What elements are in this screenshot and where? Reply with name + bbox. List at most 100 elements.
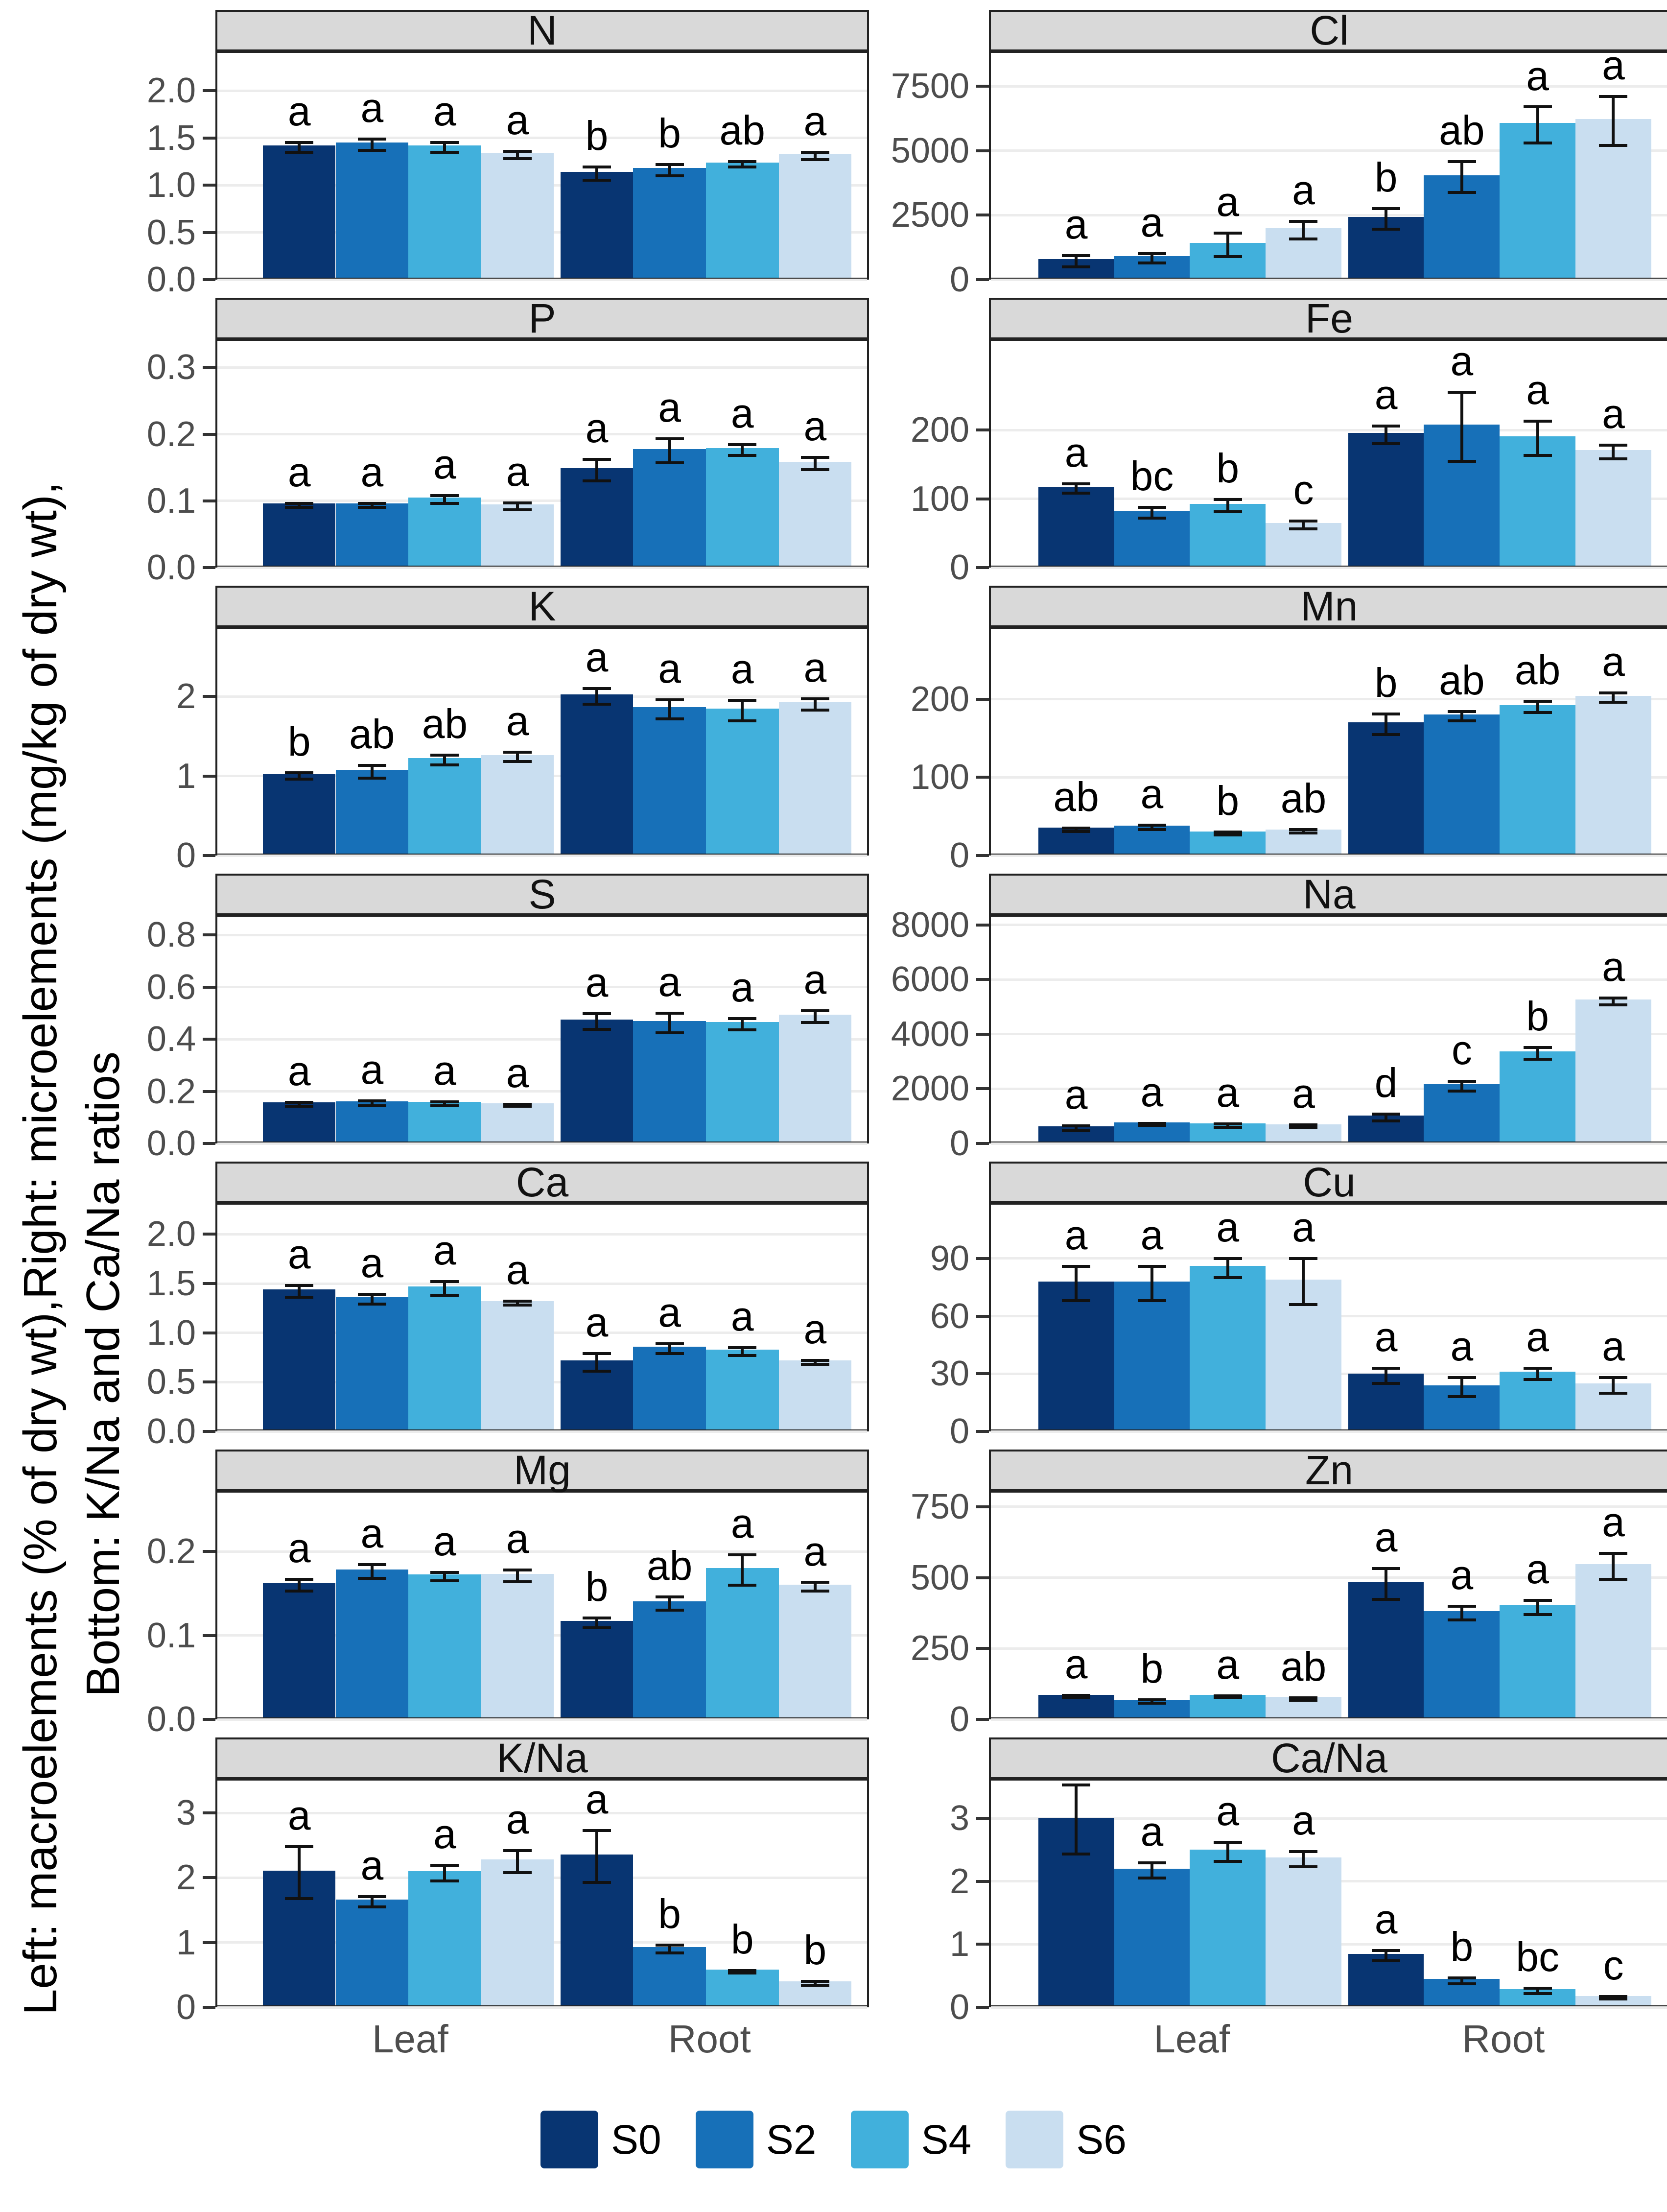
sig-letter: ab	[1439, 107, 1485, 154]
sig-letter: a	[433, 1518, 456, 1564]
gridline	[217, 1811, 867, 1814]
error-bar-cap	[357, 148, 386, 152]
error-bar	[1385, 714, 1388, 735]
error-bar-cap	[503, 1568, 532, 1571]
error-bar-cap	[1447, 459, 1476, 463]
tick-mark	[976, 1142, 989, 1145]
error-bar	[1075, 1125, 1078, 1131]
error-bar	[668, 1343, 671, 1354]
tick-label: 7500	[891, 67, 969, 106]
error-bar-cap	[655, 461, 684, 465]
error-bar-cap	[1062, 827, 1091, 830]
error-bar	[1460, 1977, 1463, 1984]
error-bar-cap	[357, 1303, 386, 1306]
tick-mark	[976, 1257, 989, 1260]
x-axis-group-right: Leaf Root	[989, 2012, 1667, 2075]
error-bar-cap	[1372, 1949, 1401, 1952]
error-bar-cap	[1599, 1995, 1628, 1998]
error-bar-cap	[655, 1595, 684, 1598]
error-bar-cap	[1372, 207, 1401, 211]
gridline	[217, 278, 867, 281]
gridline	[991, 1817, 1667, 1820]
tick-mark	[203, 1718, 215, 1721]
error-bar-cap	[1213, 1257, 1242, 1260]
legend-label: S4	[921, 2116, 972, 2163]
error-bar-cap	[1062, 254, 1091, 257]
tick-label: 0.5	[146, 1362, 196, 1402]
error-bar-cap	[1599, 1376, 1628, 1380]
sig-letter: a	[1064, 201, 1088, 247]
tick-label: 0.6	[146, 967, 196, 1007]
tick-label: 0.0	[146, 548, 196, 587]
tick-label: 1.5	[146, 118, 196, 158]
error-bar-cap	[430, 1280, 459, 1284]
bar-s0	[560, 171, 634, 278]
bar-s0	[1038, 486, 1114, 566]
error-bar-cap	[800, 1021, 829, 1024]
tick-label: 3	[176, 1793, 196, 1833]
error-bar-cap	[285, 1100, 314, 1104]
sig-letter: b	[658, 1891, 681, 1937]
error-bar-cap	[1447, 710, 1476, 714]
tick-label: 0.5	[146, 213, 196, 252]
sig-letter: b	[1216, 778, 1240, 824]
error-bar	[668, 699, 671, 719]
error-bar-cap	[1289, 1696, 1318, 1699]
error-bar-cap	[285, 150, 314, 154]
error-bar-cap	[1523, 1046, 1552, 1049]
bar-s0	[560, 1019, 634, 1142]
tick-mark	[203, 695, 215, 698]
tick-mark	[976, 854, 989, 857]
tick-label: 2	[176, 1858, 196, 1898]
gridline	[991, 1142, 1667, 1145]
error-bar	[370, 139, 374, 150]
error-bar	[668, 439, 671, 463]
gridline	[991, 1087, 1667, 1090]
sig-letter: a	[1602, 943, 1625, 990]
error-bar-cap	[1523, 1613, 1552, 1616]
error-bar-cap	[1599, 457, 1628, 461]
error-bar-cap	[1062, 492, 1091, 495]
error-bar-cap	[1372, 442, 1401, 446]
error-bar	[443, 1101, 446, 1106]
tick-mark	[203, 1233, 215, 1236]
error-bar-cap	[1137, 516, 1166, 520]
bar-s2	[1114, 1281, 1190, 1429]
panel-title: N	[215, 7, 869, 53]
sig-letter: a	[1374, 371, 1398, 418]
error-bar-cap	[1062, 830, 1091, 833]
error-bar-cap	[800, 468, 829, 471]
error-bar-cap	[285, 1284, 314, 1287]
error-bar-cap	[800, 1363, 829, 1366]
sig-letter: b	[658, 110, 681, 156]
gridline	[991, 978, 1667, 981]
tick-mark	[976, 1576, 989, 1579]
panel-title: Cu	[989, 1159, 1667, 1205]
sig-letter: a	[1526, 1313, 1549, 1360]
bar-s6	[1575, 1996, 1651, 2005]
tick-label: 0	[949, 1700, 969, 1739]
gridline	[991, 1430, 1667, 1433]
tick-label: 0.2	[146, 1532, 196, 1571]
legend-label: S0	[611, 2116, 661, 2163]
error-bar-cap	[655, 698, 684, 701]
panel-title: Ca	[215, 1159, 869, 1205]
bar-s4	[705, 1349, 779, 1429]
panel-Cl: Cl 0 2500 5000 7500 a a a a b ab a a	[884, 7, 1667, 299]
error-bar-cap	[285, 1845, 314, 1848]
error-bar-cap	[582, 479, 611, 482]
legend-label: S6	[1076, 2116, 1127, 2163]
tick-mark	[976, 85, 989, 88]
panel-S: S 0.0 0.2 0.4 0.6 0.8 a a a a a a a a	[132, 871, 869, 1163]
sig-letter: d	[1374, 1060, 1398, 1106]
tick-label: 4000	[891, 1014, 969, 1054]
error-bar-cap	[503, 149, 532, 153]
plot-area: ab a b ab b ab ab a	[989, 629, 1667, 857]
error-bar-cap	[728, 1017, 757, 1020]
plot-area: a a a a a b b b	[215, 1779, 869, 2009]
error-bar-cap	[1289, 828, 1318, 832]
y-axis-ticks: 0 2500 5000 7500	[884, 53, 989, 299]
error-bar-cap	[1523, 1992, 1552, 1995]
bar-s6	[778, 461, 852, 566]
error-bar-cap	[1523, 1378, 1552, 1381]
